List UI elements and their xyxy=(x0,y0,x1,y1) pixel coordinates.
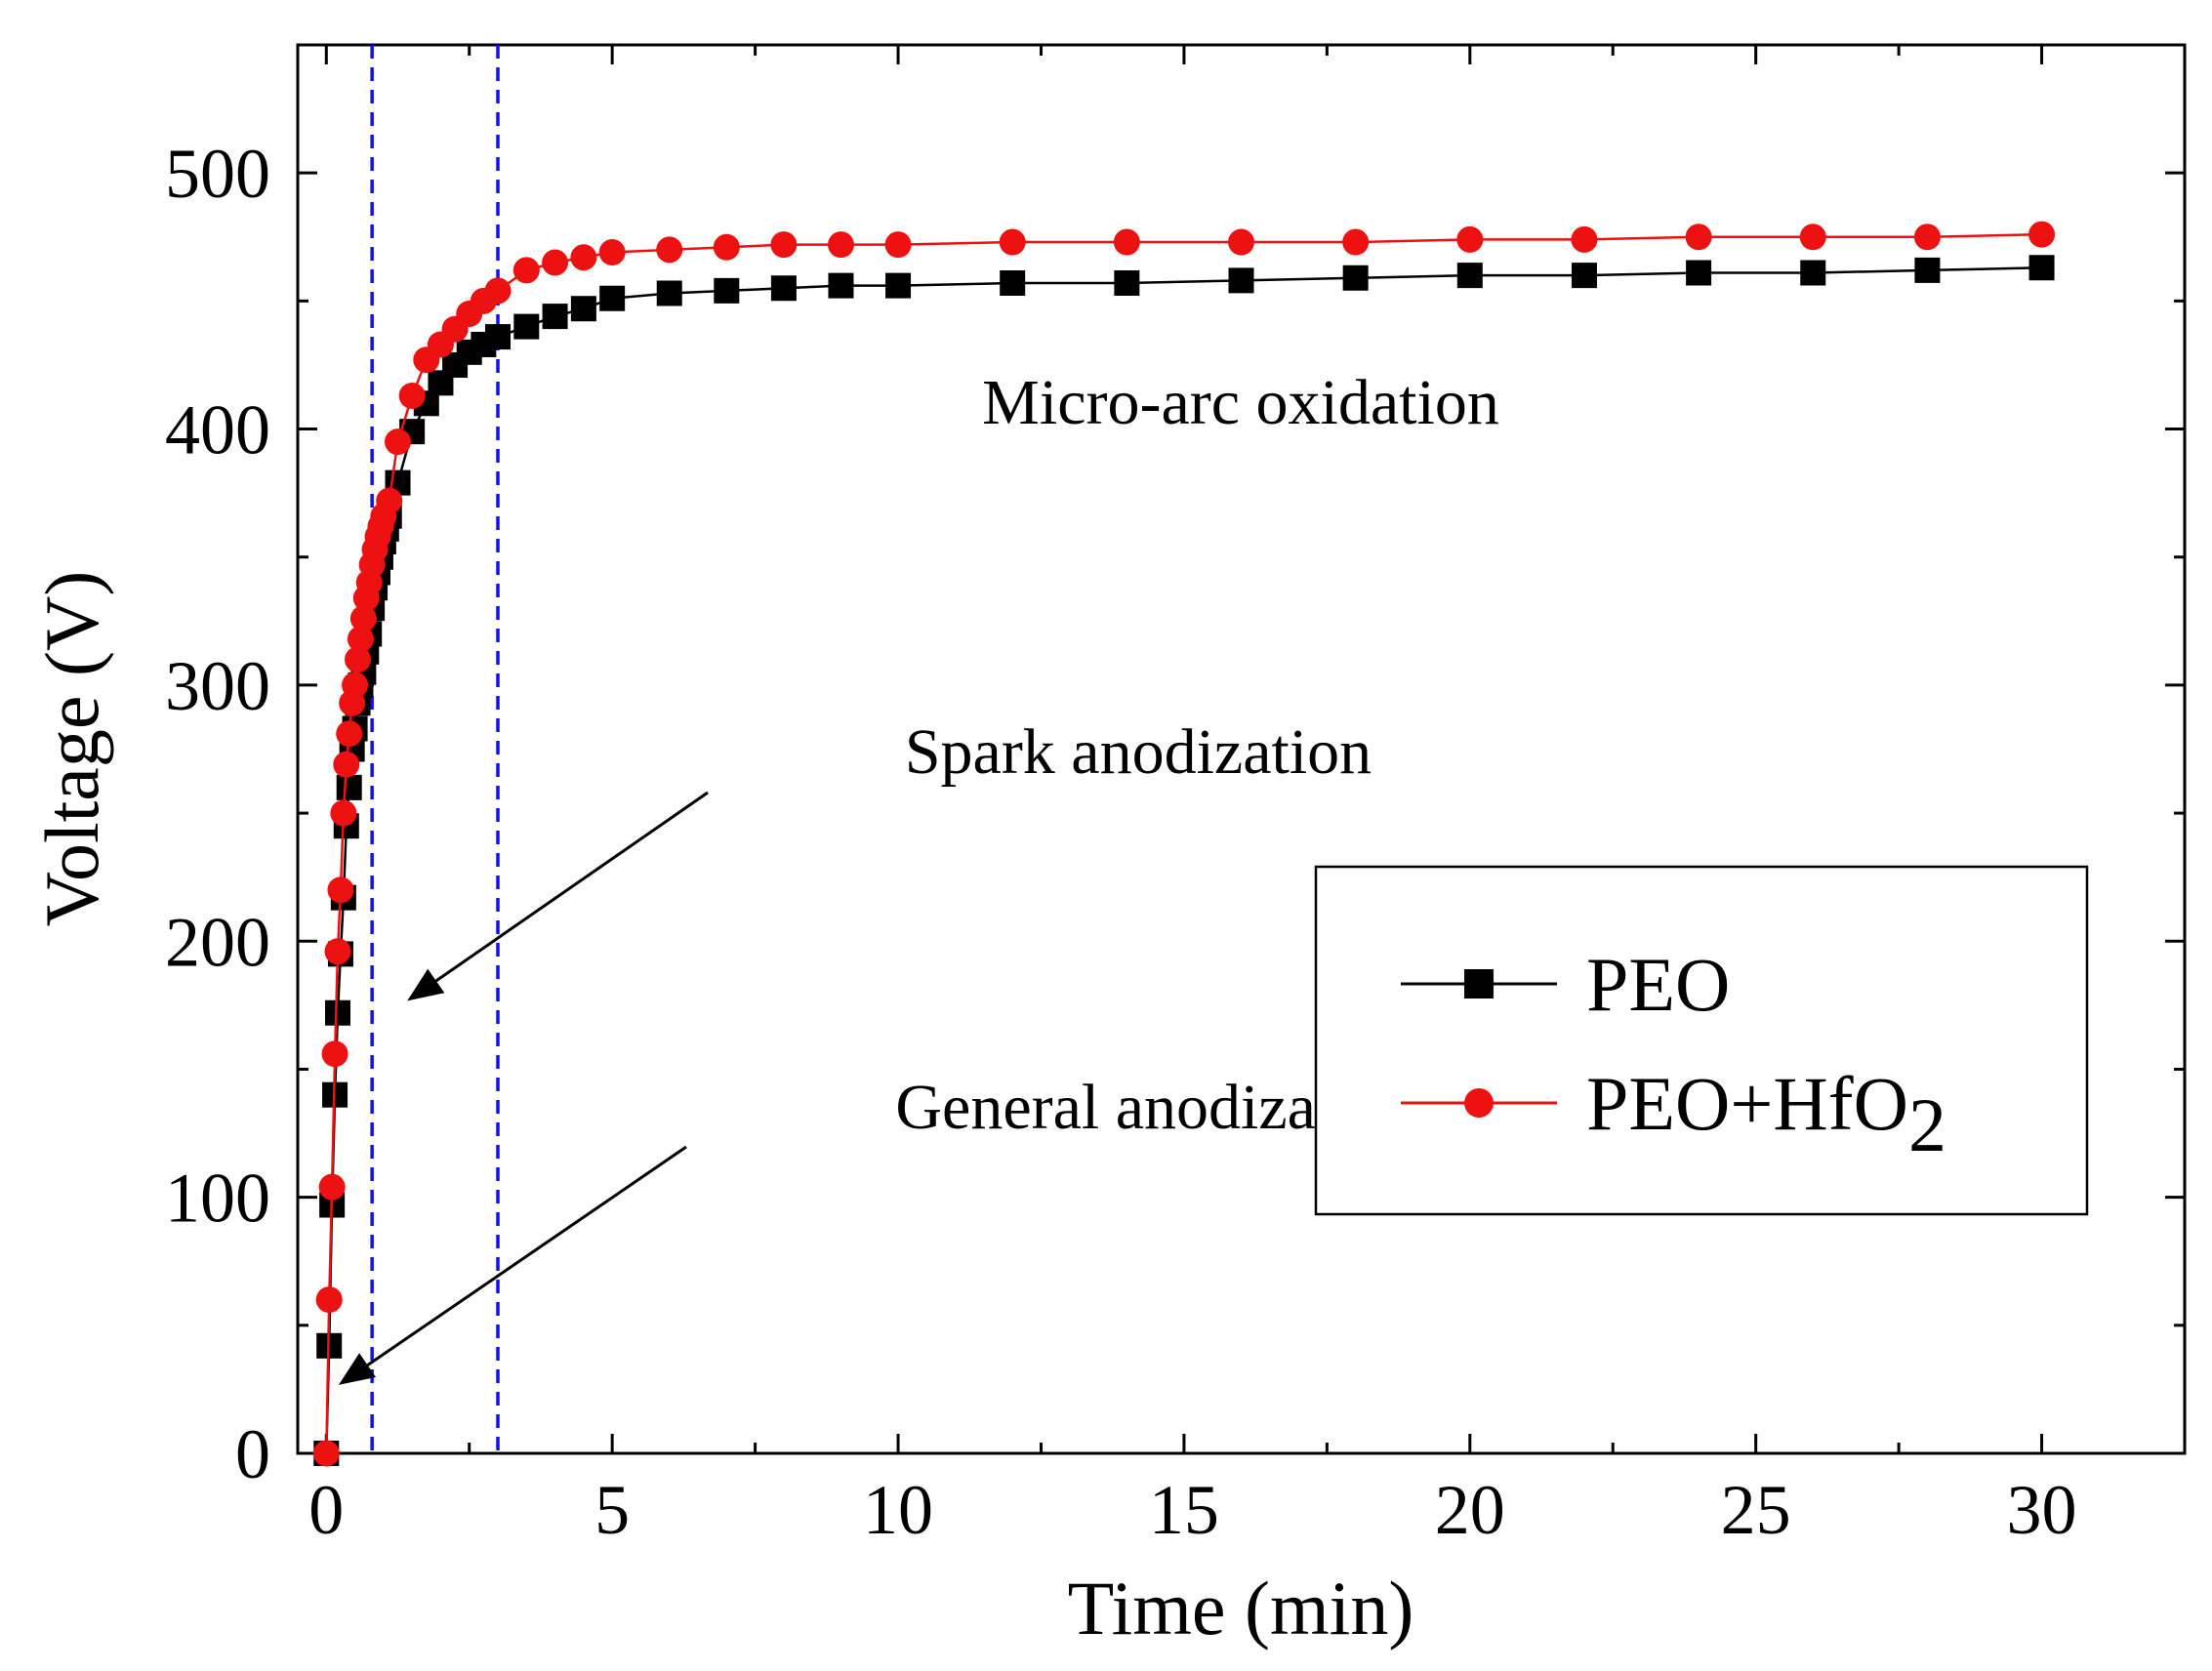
y-tick-label: 500 xyxy=(165,135,270,213)
data-point xyxy=(1000,229,1026,256)
data-point xyxy=(1686,224,1712,250)
data-point xyxy=(599,286,625,311)
annotation-spark: Spark anodization xyxy=(905,716,1372,788)
data-point xyxy=(385,428,411,455)
data-point xyxy=(313,1441,340,1467)
data-point xyxy=(333,752,359,778)
data-point xyxy=(714,234,740,261)
data-point xyxy=(1114,270,1139,296)
data-point xyxy=(828,231,854,258)
data-point xyxy=(325,938,351,964)
data-point xyxy=(513,257,540,283)
data-point xyxy=(1343,265,1369,291)
legend-label-peo: PEO xyxy=(1586,942,1730,1027)
data-point xyxy=(1456,226,1483,253)
data-point xyxy=(330,800,356,827)
data-point xyxy=(1571,226,1597,253)
data-point xyxy=(543,304,568,329)
annotation-general-arrow xyxy=(344,1147,686,1382)
data-point xyxy=(376,488,402,514)
data-point xyxy=(513,314,539,340)
data-point xyxy=(1229,267,1254,293)
legend-marker-peo-hfo2 xyxy=(1464,1088,1494,1118)
voltage-time-chart: 0 5 10 15 20 25 300100200300400500 Micro-arc o… xyxy=(0,0,2212,1671)
x-tick-label: 25 xyxy=(1721,1471,1791,1549)
data-point xyxy=(770,231,797,258)
legend-marker-peo xyxy=(1464,969,1494,999)
data-point xyxy=(327,876,353,903)
data-point xyxy=(316,1286,343,1313)
data-point xyxy=(336,720,362,747)
data-point xyxy=(1114,229,1140,256)
data-point xyxy=(319,1174,346,1201)
data-point xyxy=(1228,229,1254,256)
x-axis-title: Time (min) xyxy=(1068,1566,1414,1651)
legend: PEO PEO+HfO2 xyxy=(1316,867,2087,1214)
x-tick-label: 5 xyxy=(594,1471,630,1549)
series-line xyxy=(326,267,2041,1453)
data-point xyxy=(1457,263,1483,288)
data-point xyxy=(485,324,511,349)
data-point xyxy=(325,1000,350,1026)
data-point xyxy=(1342,229,1369,256)
data-point xyxy=(1572,263,1597,288)
annotation-micro-arc: Micro-arc oxidation xyxy=(982,367,1499,438)
data-point xyxy=(2029,255,2055,280)
legend-label-peo-hfo2-subscript: 2 xyxy=(1908,1082,1946,1167)
x-tick-label: 20 xyxy=(1435,1471,1505,1549)
y-axis-title: Voltage (V) xyxy=(29,571,114,927)
data-point xyxy=(1914,224,1941,250)
data-point xyxy=(714,278,739,304)
y-tick-label: 300 xyxy=(165,647,270,725)
data-point xyxy=(885,273,911,299)
data-point xyxy=(322,1040,348,1067)
x-tick-label: 15 xyxy=(1149,1471,1219,1549)
y-tick-label: 100 xyxy=(165,1160,270,1238)
legend-box xyxy=(1316,867,2087,1214)
data-point xyxy=(599,239,626,265)
x-tick-label: 30 xyxy=(2007,1471,2077,1549)
stage-boundaries xyxy=(372,45,498,1453)
data-point xyxy=(656,236,682,263)
data-point xyxy=(342,672,368,698)
data-point xyxy=(570,244,596,270)
data-point xyxy=(571,296,596,321)
data-point xyxy=(1914,258,1940,283)
annotation-spark-arrow xyxy=(412,793,708,998)
data-point xyxy=(657,280,682,306)
data-point xyxy=(1800,224,1826,250)
x-tick-label: 0 xyxy=(308,1471,344,1549)
legend-label-peo-hfo2-main: PEO+HfO xyxy=(1586,1061,1908,1146)
y-tick-label: 400 xyxy=(165,391,270,469)
data-point xyxy=(1800,261,1825,286)
data-point xyxy=(485,277,512,304)
data-point xyxy=(2028,222,2055,248)
y-tick-label: 200 xyxy=(165,903,270,981)
data-point xyxy=(1000,270,1025,296)
data-point xyxy=(1686,261,1711,286)
data-point xyxy=(771,275,797,301)
data-point xyxy=(828,273,853,299)
data-point xyxy=(885,231,912,258)
y-tick-label: 0 xyxy=(235,1415,270,1493)
data-point xyxy=(399,383,426,409)
x-tick-label: 10 xyxy=(863,1471,933,1549)
data-point xyxy=(542,250,568,276)
data-point xyxy=(337,775,362,800)
